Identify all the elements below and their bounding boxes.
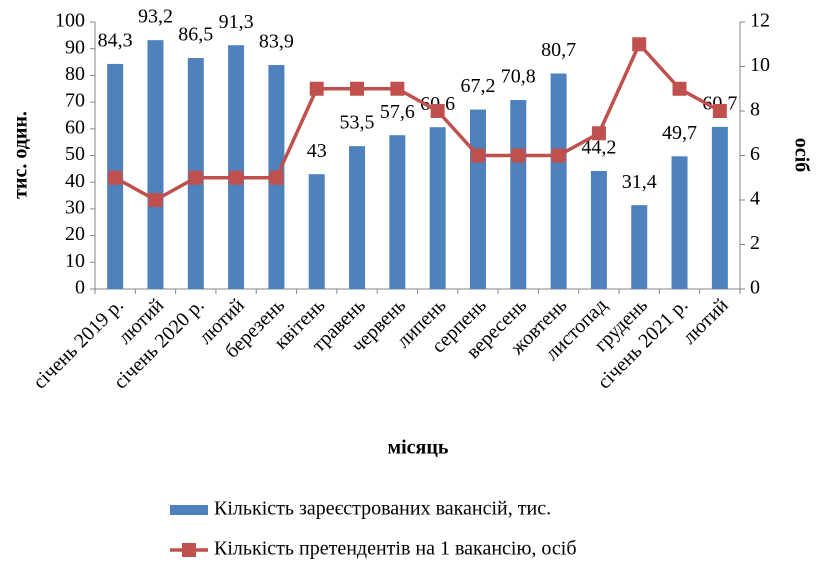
data-label: 67,2 (460, 75, 495, 97)
marker (591, 126, 606, 141)
bar (590, 170, 607, 289)
marker (390, 81, 405, 96)
data-label: 84,3 (98, 30, 133, 52)
marker (269, 170, 284, 185)
bar (147, 40, 164, 289)
data-label: 70,8 (501, 66, 536, 88)
y2-tick-label: 0 (750, 277, 760, 299)
bar (349, 146, 366, 289)
line (114, 41, 721, 202)
data-label: 53,5 (340, 112, 375, 134)
marker (551, 148, 566, 163)
marker (229, 170, 244, 185)
marker (712, 104, 727, 118)
y2-tick-label: 12 (750, 10, 770, 32)
marker (188, 170, 203, 185)
legend-swatch (182, 543, 196, 557)
data-label: 83,9 (259, 31, 294, 53)
marker (511, 148, 526, 163)
legend-swatch (170, 505, 208, 515)
marker (108, 170, 123, 185)
y-axis-title: тис. один. (10, 111, 32, 199)
bar (308, 174, 325, 289)
data-label: 31,4 (622, 171, 657, 193)
bar (671, 156, 688, 289)
marker (309, 81, 324, 96)
y-tick-label: 90 (65, 36, 85, 58)
marker (350, 81, 365, 96)
marker (430, 104, 445, 118)
legend-label: Кількість претендентів на 1 вакансію, ос… (214, 538, 577, 560)
data-label: 60,7 (702, 93, 737, 115)
y-tick-label: 10 (65, 250, 85, 272)
bar (228, 45, 245, 289)
y2-tick-label: 4 (750, 188, 760, 210)
data-label: 93,2 (138, 6, 173, 28)
y2-tick-label: 8 (750, 99, 760, 121)
y-tick-label: 50 (65, 143, 85, 165)
bar (711, 126, 728, 289)
marker (470, 148, 485, 163)
data-label: 91,3 (219, 11, 254, 33)
y-tick-label: 30 (65, 196, 85, 218)
y2-tick-label: 10 (750, 54, 770, 76)
marker (632, 37, 647, 52)
marker (148, 193, 163, 207)
bar (389, 135, 406, 289)
data-label: 49,7 (662, 122, 697, 144)
bar (631, 205, 648, 289)
bar (469, 109, 486, 290)
marker (672, 81, 687, 96)
bar (429, 127, 446, 289)
data-label: 44,2 (581, 137, 616, 159)
data-label: 43 (307, 140, 327, 162)
x-tick-label: лютий (678, 294, 733, 349)
data-label: 80,7 (541, 39, 576, 61)
data-label: 86,5 (178, 24, 213, 46)
y-tick-label: 60 (65, 116, 85, 138)
data-label: 57,6 (380, 101, 415, 123)
y-tick-label: 80 (65, 63, 85, 85)
y-tick-label: 100 (55, 10, 85, 32)
bar (550, 73, 567, 289)
y2-tick-label: 2 (750, 232, 760, 254)
y2-axis-title: осіб (790, 138, 812, 172)
y-tick-label: 70 (65, 90, 85, 112)
y-tick-label: 0 (75, 277, 85, 299)
x-axis-title: місяць (388, 437, 449, 459)
y-tick-label: 20 (65, 223, 85, 245)
bar (510, 99, 527, 290)
legend-label: Кількість зареєстрованих вакансій, тис. (214, 498, 551, 520)
y2-tick-label: 6 (750, 143, 760, 165)
data-label: 60,6 (420, 93, 455, 115)
y-tick-label: 40 (65, 170, 85, 192)
